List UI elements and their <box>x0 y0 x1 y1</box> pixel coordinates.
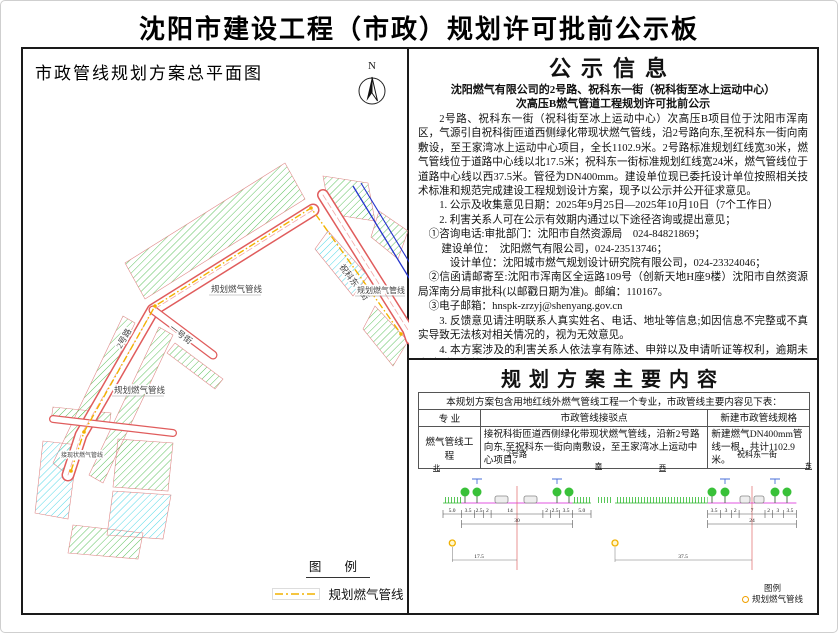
plan-legend-title: 图 例 <box>306 556 370 578</box>
dimension-numbers: 3.5 3 2 7 2 3 3.5 24 <box>711 508 794 524</box>
page-title: 沈阳市建设工程（市政）规划许可批前公示板 <box>138 15 699 44</box>
svg-text:3.5: 3.5 <box>786 508 793 514</box>
cross-section-road2: 2号路 北 南 <box>433 449 611 570</box>
notice-paragraph: ①咨询电话:审批部门：沈阳市自然资源局 024-84821869； <box>428 229 706 241</box>
offset-value: 17.5 <box>474 554 484 560</box>
notice-paragraph: 设计单位：沈阳城市燃气规划设计研究院有限公司，024-23324046； <box>449 258 766 270</box>
svg-text:3.5: 3.5 <box>465 508 472 514</box>
notice-paragraph: 2号路、祝科东一街（祝科街至冰上运动中心）次高压B项目位于沈阳市浑南区，气源引自… <box>418 114 808 198</box>
svg-text:14: 14 <box>507 508 513 514</box>
section-name: 2号路 <box>507 449 527 459</box>
notice-panel: 公示信息 沈阳燃气有限公司的2号路、祝科东一街（祝科街至冰上运动中心） 次高压B… <box>409 49 817 360</box>
tree-icons <box>460 487 574 503</box>
notice-paragraph: 3. 反馈意见请注明联系人真实姓名、电话、地址等信息;如因信息不完整或不真实导致… <box>418 315 808 342</box>
pipeline-label-2: 规划燃气管线 <box>355 284 407 297</box>
svg-text:2: 2 <box>734 508 737 514</box>
notice-paragraph: ③电子邮箱：hnspk-zrzyj@shenyang.gov.cn <box>428 301 623 313</box>
svg-text:规划燃气管线: 规划燃气管线 <box>357 285 405 295</box>
dimension-line <box>442 510 592 528</box>
pipeline-legend-swatch <box>272 587 321 600</box>
col-header-connection: 市政管线接驳点 <box>479 409 709 427</box>
dimension-numbers: 5.0 3.5 2.5 2 14 2 2.5 3.5 5.0 30 <box>449 508 586 524</box>
notice-paragraph: 2. 利害关系人可在公示有效期内通过以下途径咨询或提出意见； <box>439 214 736 226</box>
section-left-dir: 北 <box>433 464 440 472</box>
svg-text:3: 3 <box>725 508 728 514</box>
cross-section-zhuke-street: 祝科东一街 西 东 <box>611 449 812 570</box>
plan-panel: 市政管线规划方案总平面图 N <box>23 49 409 613</box>
scheme-legend-title: 图例 <box>763 583 781 593</box>
existing-pipeline-label: 接现状燃气管线 <box>61 451 103 459</box>
notice-title: 公示信息 <box>548 56 677 81</box>
notice-paragraph: 4. 本方案涉及的利害关系人依法享有陈述、申辩以及申请听证等权利，逾期未申请则视… <box>439 344 808 356</box>
dimension-line <box>707 510 797 528</box>
table-note: 本规划方案包含用地红线外燃气管线工程一个专业，市政管线主要内容见下表： <box>418 392 810 410</box>
section-left-dir: 西 <box>659 464 666 472</box>
cell-specialty: 燃气管线工程 <box>418 426 481 469</box>
svg-text:30: 30 <box>514 518 520 524</box>
svg-text:3.5: 3.5 <box>563 508 570 514</box>
scheme-legend: 图例 规划燃气管线 <box>741 583 803 605</box>
section-name: 祝科东一街 <box>737 449 777 459</box>
notice-paragraph: ②信函请邮寄至:沈阳市浑南区全运路109号（创新天地H座9楼）沈阳市自然资源局浑… <box>418 272 808 298</box>
notice-subtitle-1: 沈阳燃气有限公司的2号路、祝科东一街（祝科街至冰上运动中心） <box>450 84 776 96</box>
svg-text:2: 2 <box>767 508 770 514</box>
svg-text:2.5: 2.5 <box>552 508 559 514</box>
content-frame: 市政管线规划方案总平面图 N <box>21 47 819 615</box>
svg-text:规划燃气管线: 规划燃气管线 <box>114 385 166 395</box>
scheme-title: 规划方案主要内容 <box>501 369 725 391</box>
cell-connection: 接祝科街匝道西侧绿化带现状燃气管线，沿新2号路向东,至祝科东一街向南敷设，至王家… <box>479 426 709 469</box>
notice-subtitle-2: 次高压B燃气管道工程规划许可批前公示 <box>515 98 711 110</box>
plan-legend: 图 例 规划燃气管线 <box>263 556 413 603</box>
tree-icons <box>707 487 792 503</box>
offset-value: 37.5 <box>678 554 688 560</box>
scheme-table: 本规划方案包含用地红线外燃气管线工程一个专业，市政管线主要内容见下表： 专 业 … <box>418 392 810 469</box>
svg-text:5.0: 5.0 <box>449 508 456 514</box>
notice-body: 2号路、祝科东一街（祝科街至冰上运动中心）次高压B项目位于沈阳市浑南区，气源引自… <box>409 111 817 358</box>
svg-text:3: 3 <box>777 508 780 514</box>
streetlight-icons <box>720 478 780 484</box>
notice-paragraph: 建设单位： 沈阳燃气有限公司，024-23513746； <box>441 243 668 255</box>
svg-text:2: 2 <box>545 508 548 514</box>
plan-map: 2号路 祝科东一街 一号街 规划燃气管线 规划燃气管线 规划燃气管线 <box>34 162 409 560</box>
pipeline-label-3: 规划燃气管线 <box>112 384 167 397</box>
streetlight-icons <box>472 478 562 484</box>
svg-text:规划燃气管线: 规划燃气管线 <box>211 284 263 294</box>
col-header-specialty: 专 业 <box>418 409 481 427</box>
cell-spec: 新建燃气DN400mm管线一根，共计1102.9米。 <box>707 426 810 469</box>
table-row: 燃气管线工程 接祝科街匝道西侧绿化带现状燃气管线，沿新2号路向东,至祝科东一街向… <box>418 426 810 469</box>
pipeline-position-marker <box>448 539 456 547</box>
offset-dimension <box>452 547 517 562</box>
svg-text:5.0: 5.0 <box>578 508 585 514</box>
vehicle-icons <box>494 495 538 504</box>
north-label: N <box>368 60 376 72</box>
offset-dimension <box>614 547 752 562</box>
planned-gas-pipeline <box>69 206 403 473</box>
svg-text:3.5: 3.5 <box>711 508 718 514</box>
pipeline-marker-icon <box>741 596 749 603</box>
plan-legend-item: 规划燃气管线 <box>328 588 404 602</box>
col-header-spec: 新建市政管线规格 <box>707 409 810 427</box>
scheme-legend-item: 规划燃气管线 <box>751 594 803 604</box>
land-parcels <box>34 162 409 560</box>
svg-text:24: 24 <box>749 518 755 524</box>
section-right-dir: 南 <box>595 461 602 470</box>
existing-utility-lines <box>352 182 409 279</box>
plan-title: 市政管线规划方案总平面图 <box>35 64 263 83</box>
vehicle-icons <box>739 495 765 504</box>
north-arrow-icon: N <box>358 60 386 105</box>
pipeline-position-marker <box>611 539 619 547</box>
svg-text:2.5: 2.5 <box>476 508 483 514</box>
svg-text:2: 2 <box>486 508 489 514</box>
svg-text:7: 7 <box>751 508 754 514</box>
section-right-dir: 东 <box>805 461 812 470</box>
scheme-panel: 规划方案主要内容 本规划方案包含用地红线外燃气管线工程一个专业，市政管线主要内容… <box>409 360 817 613</box>
pipeline-label-1: 规划燃气管线 <box>209 283 264 296</box>
notice-paragraph: 1. 公示及收集意见日期：2025年9月25日—2025年10月10日（7个工作… <box>439 200 779 212</box>
